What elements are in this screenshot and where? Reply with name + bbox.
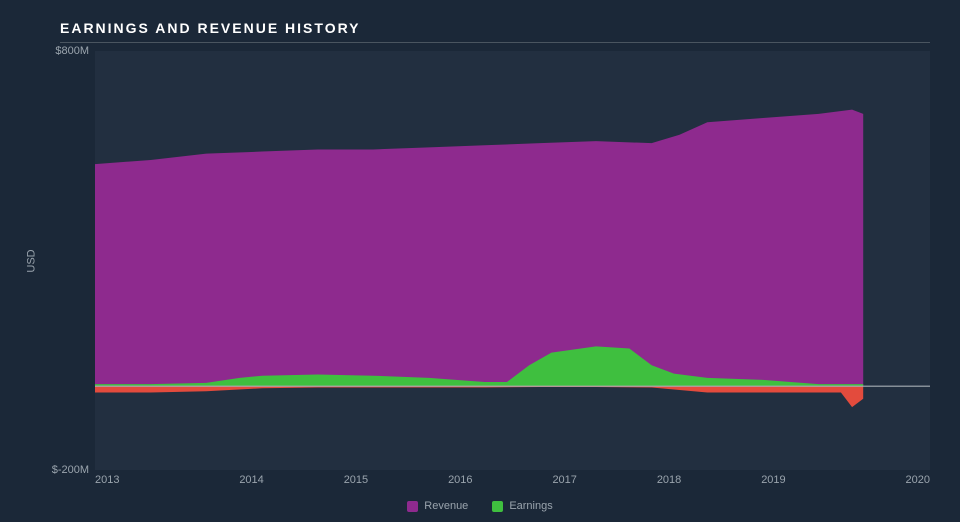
legend-item: Revenue (407, 500, 468, 512)
x-tick: 2015 (304, 474, 408, 486)
chart-legend: Revenue Earnings (30, 500, 930, 512)
x-tick: 2019 (721, 474, 825, 486)
legend-item: Earnings (492, 500, 552, 512)
legend-swatch (407, 501, 418, 512)
y-axis-label: USD (26, 249, 38, 272)
chart-svg (95, 51, 930, 470)
legend-swatch (492, 501, 503, 512)
chart-container: EARNINGS AND REVENUE HISTORY USD $800M $… (0, 0, 960, 522)
x-tick: 2020 (826, 474, 930, 486)
legend-label: Revenue (424, 500, 468, 512)
x-axis: 20132014201520162017201820192020 (95, 474, 930, 486)
y-tick: $800M (55, 45, 95, 57)
chart-title: EARNINGS AND REVENUE HISTORY (60, 20, 930, 43)
y-tick: $-200M (52, 464, 95, 476)
chart-plot: $800M $-200M (95, 51, 930, 470)
chart-body: USD $800M $-200M 20132014201520162017201… (30, 51, 930, 512)
x-tick: 2014 (199, 474, 303, 486)
chart-row: USD $800M $-200M (30, 51, 930, 470)
x-tick: 2013 (95, 474, 199, 486)
legend-label: Earnings (509, 500, 552, 512)
x-tick: 2016 (408, 474, 512, 486)
x-tick: 2017 (513, 474, 617, 486)
x-tick: 2018 (617, 474, 721, 486)
